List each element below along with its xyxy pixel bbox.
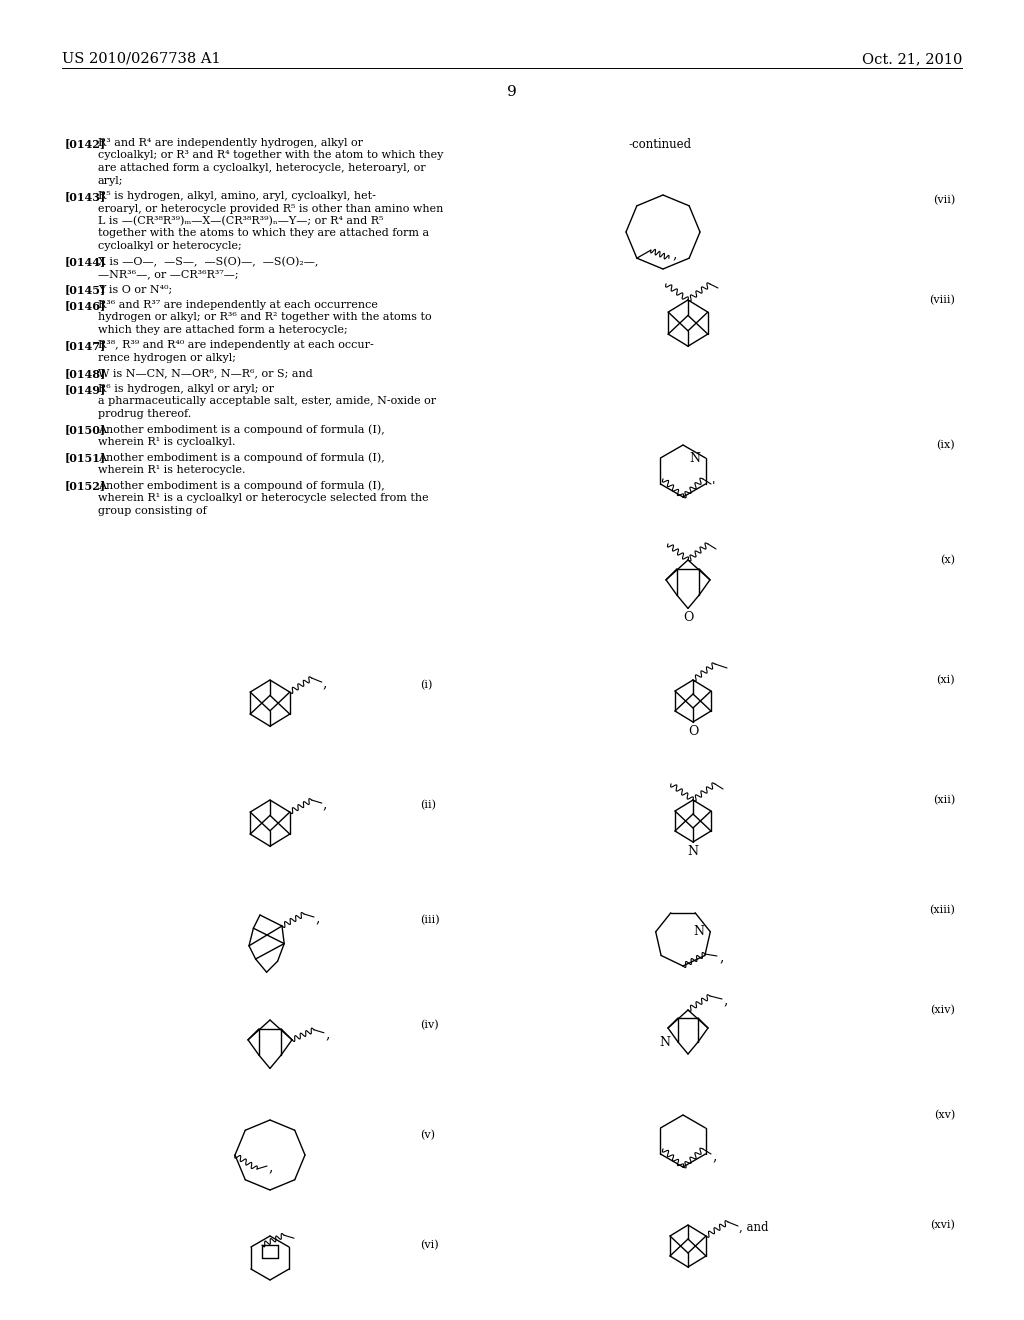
Text: (ix): (ix) [936,440,955,450]
Text: O: O [688,725,698,738]
Text: hydrogen or alkyl; or R³⁶ and R² together with the atoms to: hydrogen or alkyl; or R³⁶ and R² togethe… [98,313,432,322]
Text: ,: , [325,1027,330,1040]
Text: ,: , [723,993,727,1007]
Text: [0152]: [0152] [65,480,106,491]
Text: [0142]: [0142] [65,139,106,149]
Text: aryl;: aryl; [98,176,124,186]
Text: (iii): (iii) [420,915,439,925]
Text: (iv): (iv) [420,1020,438,1031]
Text: ,: , [315,911,319,925]
Text: [0147]: [0147] [65,341,106,351]
Text: wherein R¹ is heterocycle.: wherein R¹ is heterocycle. [98,465,246,475]
Text: R³⁶ and R³⁷ are independently at each occurrence: R³⁶ and R³⁷ are independently at each oc… [98,300,378,310]
Text: (vi): (vi) [420,1239,438,1250]
Text: (x): (x) [940,554,955,565]
Text: (xii): (xii) [933,795,955,805]
Text: W is N—CN, N—OR⁶, N—R⁶, or S; and: W is N—CN, N—OR⁶, N—R⁶, or S; and [98,368,312,379]
Text: which they are attached form a heterocycle;: which they are attached form a heterocyc… [98,325,348,335]
Text: cycloalkyl or heterocycle;: cycloalkyl or heterocycle; [98,242,242,251]
Text: (ii): (ii) [420,800,436,810]
Text: [0143]: [0143] [65,191,106,202]
Text: (xiv): (xiv) [930,1005,955,1015]
Text: O: O [683,611,693,624]
Text: [0144]: [0144] [65,256,106,268]
Text: —NR³⁶—, or —CR³⁶R³⁷—;: —NR³⁶—, or —CR³⁶R³⁷—; [98,269,239,279]
Text: L is —(CR³⁸R³⁹)ₘ—X—(CR³⁸R³⁹)ₙ—Y—; or R⁴ and R⁵: L is —(CR³⁸R³⁹)ₘ—X—(CR³⁸R³⁹)ₙ—Y—; or R⁴ … [98,216,383,226]
Text: N: N [659,1035,670,1048]
Text: rence hydrogen or alkyl;: rence hydrogen or alkyl; [98,352,236,363]
Text: X is —O—,  —S—,  —S(O)—,  —S(O)₂—,: X is —O—, —S—, —S(O)—, —S(O)₂—, [98,256,318,267]
Text: 9: 9 [507,84,517,99]
Text: wherein R¹ is cycloalkyl.: wherein R¹ is cycloalkyl. [98,437,236,447]
Text: US 2010/0267738 A1: US 2010/0267738 A1 [62,51,220,66]
Text: -continued: -continued [629,139,691,150]
Text: (xiii): (xiii) [929,906,955,915]
Text: Y is O or N⁴⁰;: Y is O or N⁴⁰; [98,285,172,294]
Text: [0149]: [0149] [65,384,106,395]
Text: group consisting of: group consisting of [98,506,207,516]
Text: N: N [687,845,698,858]
Text: N: N [689,453,700,466]
Text: N: N [693,925,705,939]
Text: [0146]: [0146] [65,300,106,312]
Text: R⁵ is hydrogen, alkyl, amino, aryl, cycloalkyl, het-: R⁵ is hydrogen, alkyl, amino, aryl, cycl… [98,191,376,201]
Text: (viii): (viii) [929,294,955,305]
Text: a pharmaceutically acceptable salt, ester, amide, N-oxide or: a pharmaceutically acceptable salt, este… [98,396,436,407]
Text: Oct. 21, 2010: Oct. 21, 2010 [861,51,962,66]
Text: together with the atoms to which they are attached form a: together with the atoms to which they ar… [98,228,429,239]
Text: Another embodiment is a compound of formula (I),: Another embodiment is a compound of form… [98,453,385,463]
Text: [0151]: [0151] [65,453,106,463]
Text: [0150]: [0150] [65,425,106,436]
Text: cycloalkyl; or R³ and R⁴ together with the atom to which they: cycloalkyl; or R³ and R⁴ together with t… [98,150,443,161]
Text: (xi): (xi) [936,675,955,685]
Text: (xvi): (xvi) [930,1220,955,1230]
Text: , and: , and [739,1221,768,1233]
Text: ,: , [268,1160,272,1173]
Text: eroaryl, or heterocycle provided R⁵ is other than amino when: eroaryl, or heterocycle provided R⁵ is o… [98,203,443,214]
Text: Another embodiment is a compound of formula (I),: Another embodiment is a compound of form… [98,480,385,491]
Text: R⁶ is hydrogen, alkyl or aryl; or: R⁶ is hydrogen, alkyl or aryl; or [98,384,274,393]
Text: Another embodiment is a compound of formula (I),: Another embodiment is a compound of form… [98,425,385,436]
Text: ,: , [673,247,677,261]
Text: ': ' [712,479,716,492]
Text: [0145]: [0145] [65,285,106,296]
Text: (vii): (vii) [933,195,955,206]
Text: (v): (v) [420,1130,435,1140]
Text: are attached form a cycloalkyl, heterocycle, heteroaryl, or: are attached form a cycloalkyl, heterocy… [98,162,426,173]
Text: ,: , [719,950,723,964]
Text: (xv): (xv) [934,1110,955,1121]
Text: wherein R¹ is a cycloalkyl or heterocycle selected from the: wherein R¹ is a cycloalkyl or heterocycl… [98,492,429,503]
Text: ,: , [323,676,328,690]
Text: (i): (i) [420,680,432,690]
Text: [0148]: [0148] [65,368,106,380]
Text: ,: , [323,797,328,810]
Text: R³ and R⁴ are independently hydrogen, alkyl or: R³ and R⁴ are independently hydrogen, al… [98,139,362,148]
Text: R³⁸, R³⁹ and R⁴⁰ are independently at each occur-: R³⁸, R³⁹ and R⁴⁰ are independently at ea… [98,341,374,351]
Text: ,: , [712,1148,717,1163]
Text: prodrug thereof.: prodrug thereof. [98,409,191,418]
